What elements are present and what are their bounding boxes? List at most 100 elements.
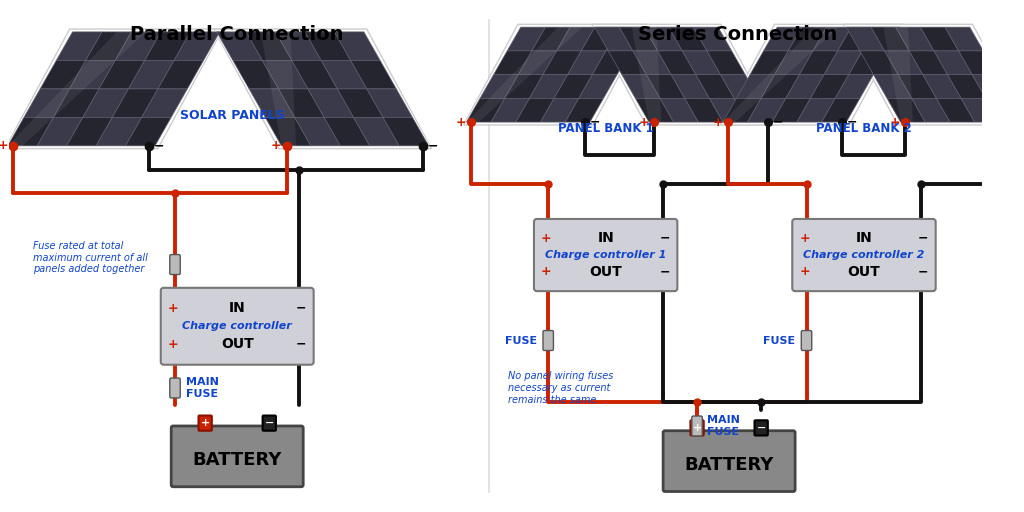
Polygon shape xyxy=(99,60,144,89)
Polygon shape xyxy=(811,75,849,98)
FancyBboxPatch shape xyxy=(664,431,795,492)
Polygon shape xyxy=(775,51,813,75)
FancyBboxPatch shape xyxy=(170,378,180,398)
Text: Series Connection: Series Connection xyxy=(638,25,838,44)
Polygon shape xyxy=(480,75,518,98)
Polygon shape xyxy=(53,89,99,117)
Polygon shape xyxy=(592,51,631,75)
Text: Charge controller 2: Charge controller 2 xyxy=(803,250,925,260)
Polygon shape xyxy=(467,98,505,122)
Polygon shape xyxy=(911,98,950,122)
Text: FUSE: FUSE xyxy=(505,335,537,346)
Polygon shape xyxy=(862,27,901,51)
Polygon shape xyxy=(350,60,396,89)
Polygon shape xyxy=(505,75,543,98)
Polygon shape xyxy=(279,89,325,117)
Polygon shape xyxy=(518,51,557,75)
Polygon shape xyxy=(646,75,685,98)
Polygon shape xyxy=(529,75,567,98)
Polygon shape xyxy=(797,98,836,122)
Polygon shape xyxy=(367,89,413,117)
Polygon shape xyxy=(750,51,788,75)
Polygon shape xyxy=(265,117,311,146)
Polygon shape xyxy=(158,60,204,89)
Text: −: − xyxy=(659,265,671,278)
Polygon shape xyxy=(761,75,800,98)
Polygon shape xyxy=(785,75,824,98)
Polygon shape xyxy=(582,27,620,51)
Polygon shape xyxy=(37,117,83,146)
Polygon shape xyxy=(657,51,696,75)
Text: +: + xyxy=(168,337,178,351)
Polygon shape xyxy=(671,75,710,98)
Polygon shape xyxy=(214,29,431,148)
Polygon shape xyxy=(608,51,646,75)
Polygon shape xyxy=(249,89,295,117)
Polygon shape xyxy=(986,98,1024,122)
Polygon shape xyxy=(492,98,529,122)
FancyBboxPatch shape xyxy=(543,331,553,351)
FancyBboxPatch shape xyxy=(161,288,313,365)
Polygon shape xyxy=(543,51,582,75)
Polygon shape xyxy=(669,27,707,51)
Polygon shape xyxy=(734,98,772,122)
Text: Charge controller 1: Charge controller 1 xyxy=(545,250,667,260)
Polygon shape xyxy=(622,75,660,98)
FancyBboxPatch shape xyxy=(170,254,180,274)
Text: +: + xyxy=(270,139,282,153)
Polygon shape xyxy=(860,51,898,75)
Polygon shape xyxy=(696,75,734,98)
Polygon shape xyxy=(113,89,158,117)
Polygon shape xyxy=(335,32,380,60)
Polygon shape xyxy=(217,32,262,60)
Polygon shape xyxy=(606,27,644,51)
Text: +: + xyxy=(638,116,649,129)
Text: SOLAR PANELS: SOLAR PANELS xyxy=(180,109,285,122)
Text: −: − xyxy=(428,139,438,153)
Polygon shape xyxy=(721,75,759,98)
Polygon shape xyxy=(96,117,141,146)
Polygon shape xyxy=(292,60,337,89)
Polygon shape xyxy=(873,75,911,98)
Polygon shape xyxy=(217,32,429,146)
Polygon shape xyxy=(516,98,554,122)
Polygon shape xyxy=(261,32,296,146)
Polygon shape xyxy=(295,117,340,146)
Polygon shape xyxy=(8,32,220,146)
Polygon shape xyxy=(871,27,909,51)
Text: −: − xyxy=(296,337,306,351)
Text: −: − xyxy=(264,418,274,428)
Polygon shape xyxy=(67,117,113,146)
Polygon shape xyxy=(308,89,353,117)
Polygon shape xyxy=(579,75,617,98)
Text: MAIN
FUSE: MAIN FUSE xyxy=(707,415,739,437)
Polygon shape xyxy=(557,27,595,51)
Text: +: + xyxy=(201,418,210,428)
Polygon shape xyxy=(262,60,308,89)
Polygon shape xyxy=(633,51,671,75)
Text: −: − xyxy=(296,302,306,315)
Polygon shape xyxy=(541,98,579,122)
Polygon shape xyxy=(554,75,592,98)
Polygon shape xyxy=(962,98,999,122)
Polygon shape xyxy=(909,51,947,75)
Text: −: − xyxy=(590,116,600,129)
Text: −: − xyxy=(919,232,929,245)
Text: MAIN
FUSE: MAIN FUSE xyxy=(186,377,219,399)
Text: +: + xyxy=(541,265,552,278)
Polygon shape xyxy=(632,27,662,122)
Polygon shape xyxy=(764,27,802,51)
Text: +: + xyxy=(800,265,810,278)
Polygon shape xyxy=(86,32,131,60)
Polygon shape xyxy=(116,32,161,60)
Polygon shape xyxy=(494,51,531,75)
Text: OUT: OUT xyxy=(589,265,622,279)
Polygon shape xyxy=(83,89,128,117)
FancyBboxPatch shape xyxy=(534,219,677,291)
Text: +: + xyxy=(800,232,810,245)
Polygon shape xyxy=(945,27,983,51)
Polygon shape xyxy=(275,32,322,60)
Polygon shape xyxy=(141,89,187,117)
Text: BATTERY: BATTERY xyxy=(193,451,282,469)
Polygon shape xyxy=(723,98,761,122)
